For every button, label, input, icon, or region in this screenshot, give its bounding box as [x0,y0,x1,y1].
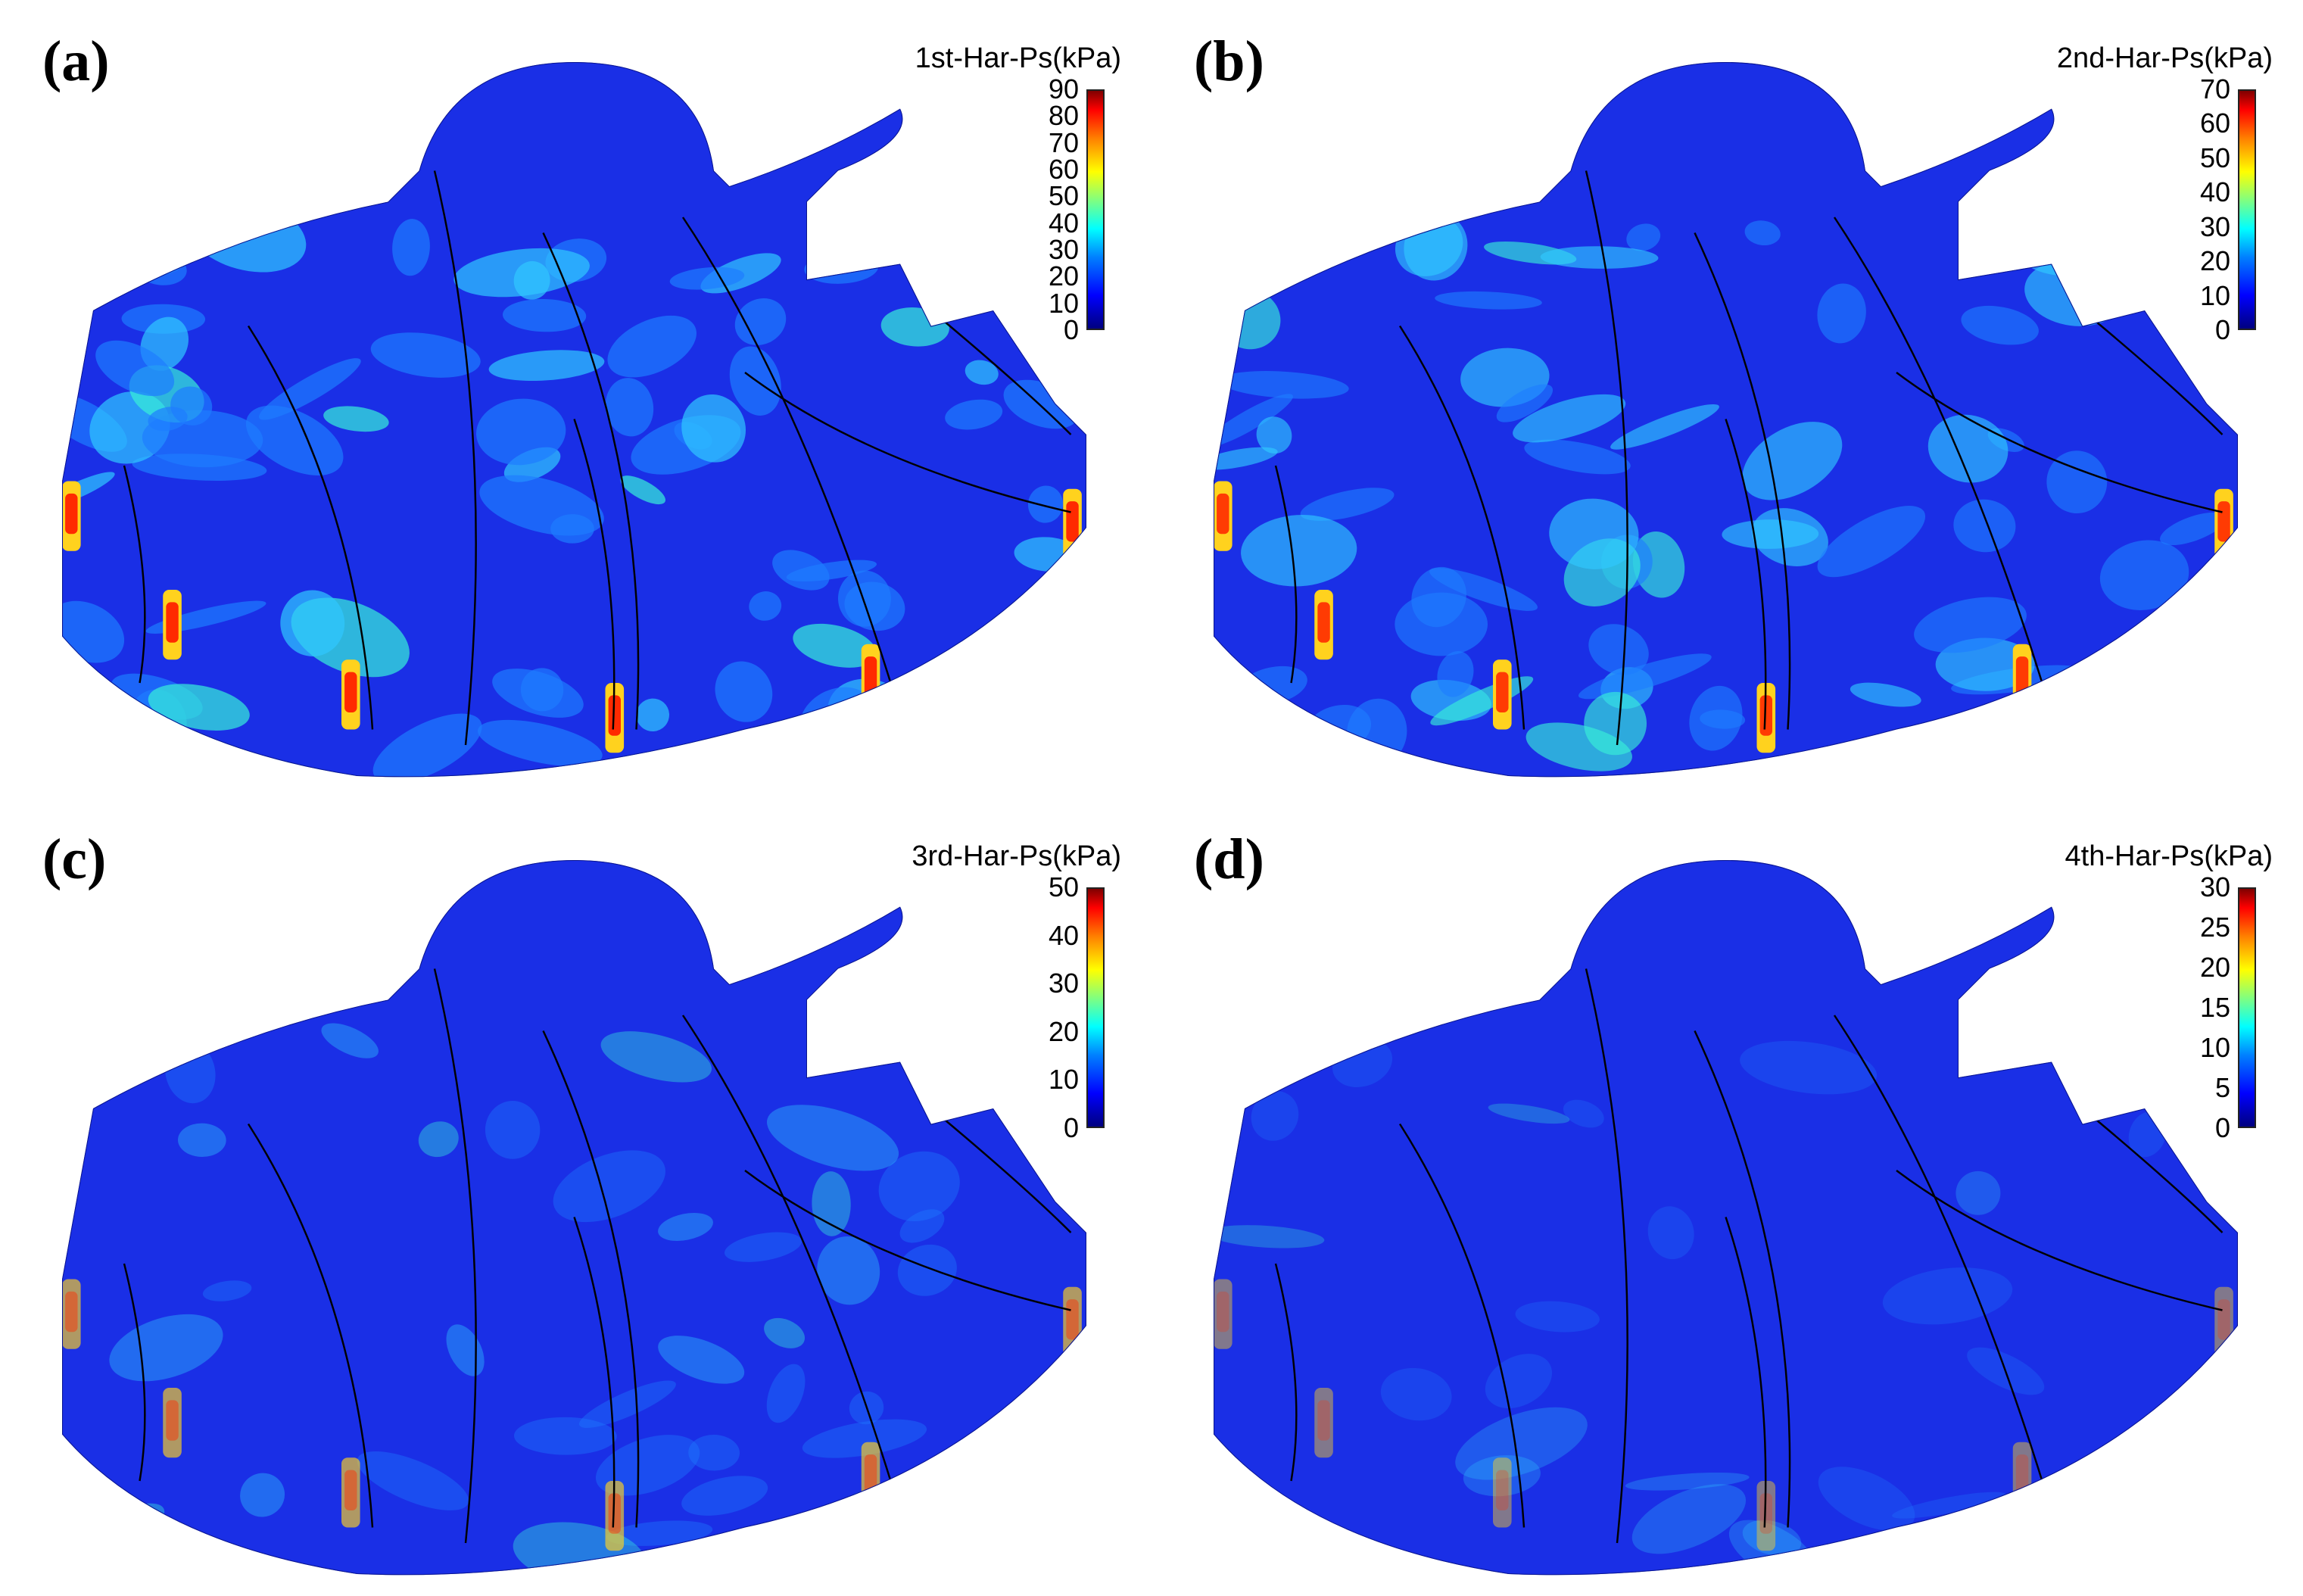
colorbar-tick: 0 [2214,1112,2230,1143]
colorbar-ticks: 90 80 70 60 50 40 30 20 10 0 [1018,76,1079,344]
colorbar-ticks: 50 40 30 20 10 0 [1018,874,1079,1142]
colorbar-tick: 50 [1048,180,1079,212]
colorbar-tick: 50 [2199,142,2230,173]
panel-label: (d) [1194,828,1264,891]
colorbar-title: 4th-Har-Ps(kPa) [2065,840,2273,872]
colorbar-ticks: 30 25 20 15 10 5 0 [2170,874,2230,1142]
panel-label: (c) [42,828,107,891]
colorbar-tick: 70 [1048,126,1079,158]
colorbar-tick: 40 [1048,919,1079,951]
panel-a: (a) 1st-Har-Ps(kPa) 90 80 70 60 50 40 30 20 10 0 [0,0,1152,798]
colorbar-tick: 10 [1048,287,1079,319]
colorbar [1086,887,1105,1128]
colorbar [1086,89,1105,330]
colorbar-tick: 60 [1048,154,1079,185]
colorbar-tick: 30 [1048,968,1079,999]
panel-label: (b) [1194,30,1264,93]
colorbar-tick: 50 [1048,871,1079,902]
colorbar-tick: 30 [2199,871,2230,902]
impeller-contour [1213,61,2238,778]
colorbar-tick: 40 [1048,207,1079,238]
colorbar-tick: 5 [2214,1072,2230,1103]
colorbar-tick: 60 [2199,108,2230,139]
panel-d: (d) 4th-Har-Ps(kPa) 30 25 20 15 10 5 0 [1152,798,2303,1596]
colorbar-tick: 10 [2199,1032,2230,1063]
colorbar-tick: 20 [2199,245,2230,277]
colorbar-tick: 10 [2199,279,2230,311]
colorbar-tick: 20 [1048,260,1079,292]
impeller-contour [61,859,1086,1576]
panel-label: (a) [42,30,110,93]
colorbar [2238,887,2256,1128]
colorbar-tick: 0 [1063,314,1079,345]
colorbar-title: 1st-Har-Ps(kPa) [915,42,1121,74]
colorbar-tick: 70 [2199,73,2230,104]
colorbar-tick: 80 [1048,100,1079,132]
impeller-contour [1213,859,2238,1576]
colorbar-tick: 0 [2214,314,2230,345]
colorbar-title: 3rd-Har-Ps(kPa) [912,840,1121,872]
colorbar-tick: 30 [1048,234,1079,265]
panel-c: (c) 3rd-Har-Ps(kPa) 50 40 30 20 10 0 [0,798,1152,1596]
panel-b: (b) 2nd-Har-Ps(kPa) 70 60 50 40 30 20 10 0 [1152,0,2303,798]
colorbar-ticks: 70 60 50 40 30 20 10 0 [2170,76,2230,344]
colorbar-tick: 30 [2199,210,2230,242]
colorbar-title: 2nd-Har-Ps(kPa) [2056,42,2273,74]
colorbar-tick: 40 [2199,176,2230,208]
colorbar-tick: 20 [1048,1015,1079,1047]
colorbar-tick: 10 [1048,1064,1079,1096]
colorbar-tick: 25 [2199,912,2230,943]
colorbar-tick: 90 [1048,73,1079,104]
colorbar-tick: 0 [1063,1112,1079,1143]
colorbar-tick: 15 [2199,992,2230,1023]
impeller-contour [61,61,1086,778]
colorbar [2238,89,2256,330]
colorbar-tick: 20 [2199,952,2230,983]
